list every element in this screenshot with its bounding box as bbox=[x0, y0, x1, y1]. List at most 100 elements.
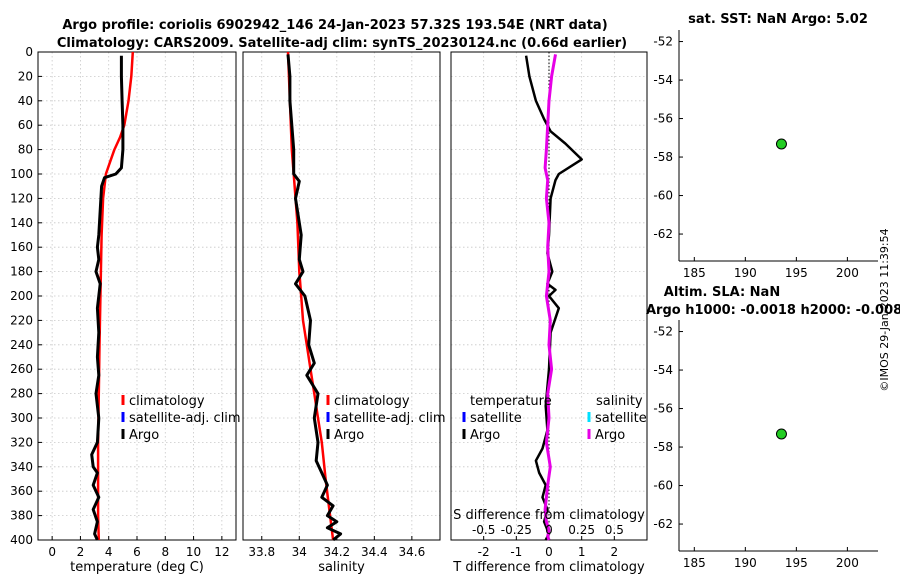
y-tick-label: 400 bbox=[10, 533, 33, 547]
x-tick-label: 200 bbox=[836, 266, 859, 280]
x-tick-label: 195 bbox=[785, 266, 808, 280]
map-title-line1: Altim. SLA: NaN bbox=[664, 285, 780, 300]
x-tick-label: 34 bbox=[292, 545, 307, 559]
y-tick-label: -60 bbox=[653, 189, 673, 203]
legend-title-temperature: temperature bbox=[470, 394, 552, 409]
x-axis-label: T difference from climatology bbox=[452, 560, 645, 575]
y-tick-label: -62 bbox=[653, 517, 673, 531]
x-tick-label: 10 bbox=[186, 545, 201, 559]
y-tick-label: 160 bbox=[10, 240, 33, 254]
y-tick-label: 260 bbox=[10, 362, 33, 376]
y-tick-label: 340 bbox=[10, 460, 33, 474]
y-tick-label: 20 bbox=[18, 69, 33, 83]
argo-position-marker bbox=[775, 428, 787, 440]
map-title: sat. SST: NaN Argo: 5.02 bbox=[688, 12, 868, 27]
x-tick-label: 185 bbox=[683, 556, 706, 570]
y-tick-label: 200 bbox=[10, 289, 33, 303]
x-tick-label: 190 bbox=[734, 266, 757, 280]
x-tick-label: 195 bbox=[785, 556, 808, 570]
x-tick-label: 200 bbox=[836, 556, 859, 570]
x-tick-label: 190 bbox=[734, 556, 757, 570]
x-tick-label: 185 bbox=[683, 266, 706, 280]
copyright-text: ©IMOS 29-Jan-2023 11:39:54 bbox=[878, 228, 891, 391]
x-tick-label: -2 bbox=[478, 545, 490, 559]
y-tick-label: -56 bbox=[653, 402, 673, 416]
y-tick-label: -52 bbox=[653, 35, 673, 49]
plot-frame bbox=[242, 51, 441, 541]
x-tick-label: 34.2 bbox=[323, 545, 350, 559]
salinity-panel: 33.8 34 34.2 34.4 34.6 salinity climatology sat… bbox=[242, 51, 446, 575]
y-tick-label: 40 bbox=[18, 94, 33, 108]
series-climatology bbox=[96, 51, 135, 541]
y-tick-label: 100 bbox=[10, 167, 33, 181]
s-tick-label: 0.25 bbox=[568, 523, 595, 537]
series-argo bbox=[286, 54, 343, 542]
y-tick-label: 280 bbox=[10, 387, 33, 401]
series-climatology bbox=[286, 51, 335, 541]
x-tick-label: 12 bbox=[214, 545, 229, 559]
x-tick-label: 33.8 bbox=[248, 545, 275, 559]
y-tick-label: -56 bbox=[653, 112, 673, 126]
legend-entry: satellite-adj. clim bbox=[129, 411, 241, 426]
legend-entry: satellite bbox=[470, 411, 522, 426]
legend-entry: Argo bbox=[470, 428, 500, 443]
y-tick-label: 380 bbox=[10, 509, 33, 523]
legend-entry: Argo bbox=[129, 428, 159, 443]
x-tick-label: 8 bbox=[161, 545, 169, 559]
s-axis-label: S difference from climatology bbox=[453, 508, 645, 523]
y-tick-label: 220 bbox=[10, 313, 33, 327]
x-axis-label: temperature (deg C) bbox=[70, 560, 204, 575]
y-tick-label: 360 bbox=[10, 484, 33, 498]
figure-title-line1: Argo profile: coriolis 6902942_146 24-Ja… bbox=[62, 18, 607, 33]
s-tick-label: -0.25 bbox=[501, 523, 532, 537]
y-tick-label: 320 bbox=[10, 435, 33, 449]
s-tick-label: -0.5 bbox=[472, 523, 495, 537]
y-tick-label: -58 bbox=[653, 150, 673, 164]
series-s-argo bbox=[543, 54, 557, 541]
x-tick-label: 34.4 bbox=[361, 545, 388, 559]
x-tick-label: 0 bbox=[48, 545, 56, 559]
y-tick-label: 180 bbox=[10, 265, 33, 279]
y-tick-label: 120 bbox=[10, 191, 33, 205]
legend-entry: climatology bbox=[129, 394, 205, 409]
x-tick-label: 0 bbox=[545, 545, 553, 559]
x-tick-label: 2 bbox=[611, 545, 619, 559]
legend-entry: satellite bbox=[595, 411, 647, 426]
s-tick-label: 0 bbox=[545, 523, 553, 537]
x-tick-label: 2 bbox=[77, 545, 85, 559]
x-tick-label: 4 bbox=[105, 545, 113, 559]
x-tick-label: 34.6 bbox=[398, 545, 425, 559]
temperature-panel: 0 2 4 6 8 10 120204060801001201401601802002202… bbox=[10, 45, 241, 575]
x-axis-label: salinity bbox=[318, 560, 365, 575]
y-tick-label: 0 bbox=[25, 45, 33, 59]
legend-title-salinity: salinity bbox=[596, 394, 643, 409]
y-tick-label: 140 bbox=[10, 216, 33, 230]
legend-entry: Argo bbox=[334, 428, 364, 443]
y-tick-label: -62 bbox=[653, 227, 673, 241]
sst-map-panel: -52 -54 -56 -58 -60 -62 185 190 195 200 sat. SST: … bbox=[653, 12, 878, 280]
difference-panel: -2 -1 0 1 2T difference from climatology S di… bbox=[450, 51, 648, 575]
x-tick-label: -1 bbox=[510, 545, 522, 559]
s-tick-label: 0.5 bbox=[605, 523, 624, 537]
figure-title-line2: Climatology: CARS2009. Satellite-adj cli… bbox=[57, 36, 627, 51]
sla-map-panel: -52 -54 -56 -58 -60 -62 185 190 195 200 Altim. SLA… bbox=[646, 285, 900, 570]
map-title-line2: Argo h1000: -0.0018 h2000: -0.008 bbox=[646, 303, 900, 318]
y-tick-label: -54 bbox=[653, 73, 673, 87]
argo-position-marker bbox=[775, 138, 787, 150]
y-tick-label: 240 bbox=[10, 338, 33, 352]
series-t-argo bbox=[524, 55, 583, 541]
y-tick-label: -60 bbox=[653, 479, 673, 493]
y-tick-label: 80 bbox=[18, 143, 33, 157]
y-tick-label: 300 bbox=[10, 411, 33, 425]
y-tick-label: -58 bbox=[653, 440, 673, 454]
y-tick-label: -54 bbox=[653, 363, 673, 377]
legend-entry: satellite-adj. clim bbox=[334, 411, 446, 426]
y-tick-label: -52 bbox=[653, 325, 673, 339]
legend-entry: climatology bbox=[334, 394, 410, 409]
y-tick-label: 60 bbox=[18, 118, 33, 132]
x-tick-label: 6 bbox=[133, 545, 141, 559]
x-tick-label: 1 bbox=[578, 545, 586, 559]
legend-entry: Argo bbox=[595, 428, 625, 443]
series-argo bbox=[90, 55, 125, 541]
